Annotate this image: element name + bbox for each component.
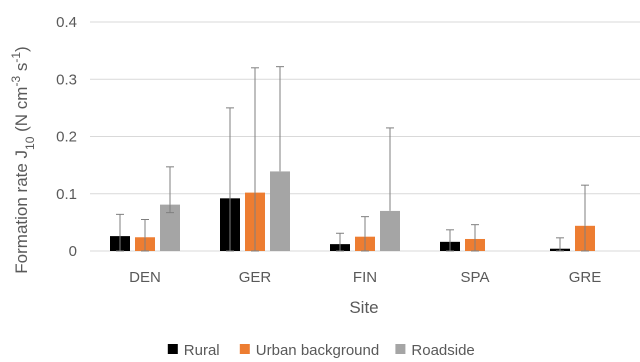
- bar: [270, 171, 290, 251]
- legend-swatch: [167, 344, 178, 354]
- x-tick-label: GRE: [569, 269, 602, 286]
- legend-label: Urban background: [256, 342, 379, 359]
- legend-label: Roadside: [411, 342, 474, 359]
- gridlines: [90, 21, 640, 252]
- y-tick-labels: 0 0.1 0.2 0.3 0.4: [56, 14, 77, 260]
- legend-label: Rural: [184, 342, 220, 359]
- x-tick-label: GER: [239, 269, 272, 286]
- legend-swatch: [395, 344, 406, 354]
- y-axis-title: Formation rate J10 (N cm-3 s-1): [9, 46, 37, 273]
- y-tick-label: 0.4: [56, 14, 77, 31]
- x-tick-labels: DEN GER FIN SPA GRE: [129, 269, 601, 286]
- y-tick-label: 0.2: [56, 129, 77, 146]
- bars: [110, 171, 595, 251]
- y-tick-label: 0: [69, 243, 77, 260]
- y-tick-label: 0.3: [56, 71, 77, 88]
- legend-swatch: [239, 344, 250, 354]
- x-tick-label: FIN: [353, 269, 377, 286]
- bar: [160, 204, 180, 251]
- error-bars: [116, 66, 589, 252]
- legend: Rural Urban background Roadside: [167, 342, 475, 359]
- x-axis-title: Site: [349, 298, 378, 317]
- bar: [380, 210, 400, 251]
- y-tick-label: 0.1: [56, 186, 77, 203]
- x-tick-label: SPA: [461, 269, 490, 286]
- x-tick-label: DEN: [129, 269, 161, 286]
